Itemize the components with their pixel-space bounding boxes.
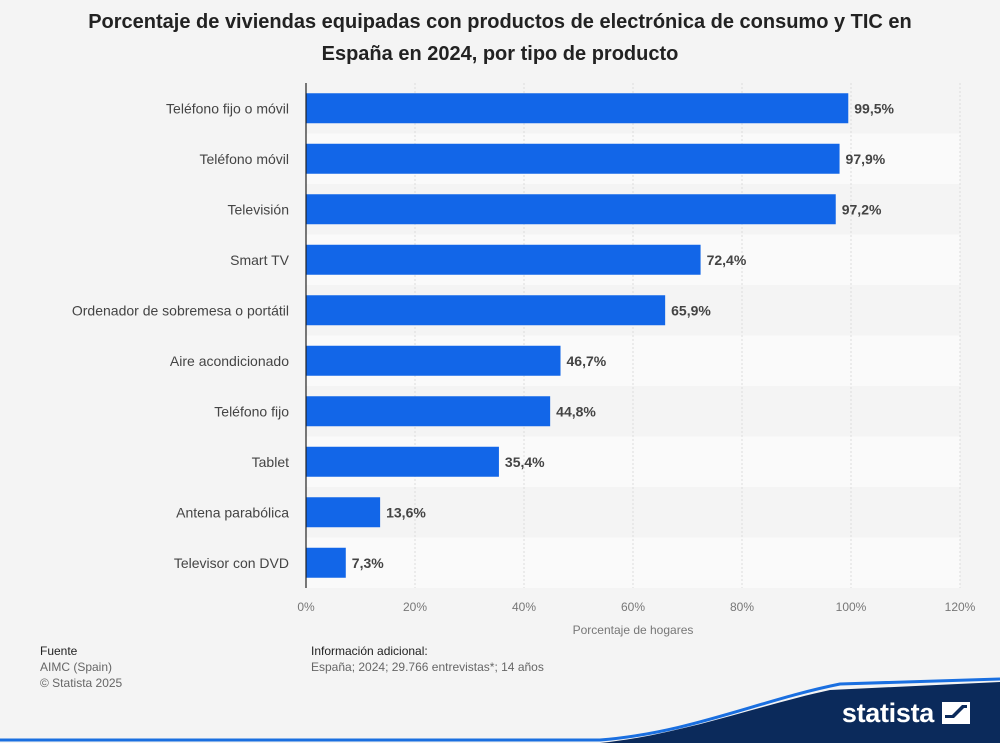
source-line: AIMC (Spain) (40, 660, 113, 674)
bar (306, 143, 840, 174)
data-label: 35,4% (505, 454, 545, 470)
data-label: 72,4% (707, 252, 747, 268)
data-label: 65,9% (671, 302, 711, 318)
statista-logo[interactable]: statista (842, 696, 970, 730)
category-label: Ordenador de sobremesa o portátil (72, 302, 289, 318)
category-label: Smart TV (230, 252, 290, 268)
bar (306, 345, 561, 376)
x-tick-label: 100% (836, 600, 867, 614)
brand-wave (600, 682, 1000, 743)
source-block: Fuente AIMC (Spain) © Statista 2025 (40, 643, 122, 691)
bar (306, 194, 836, 225)
additional-info-block: Información adicional: España; 2024; 29.… (311, 643, 544, 675)
category-label: Tablet (252, 454, 289, 470)
info-heading: Información adicional: (311, 644, 428, 658)
source-heading: Fuente (40, 644, 78, 658)
data-label: 97,2% (842, 201, 882, 217)
bar (306, 295, 666, 326)
data-label: 46,7% (567, 353, 607, 369)
brand-wave-accent (0, 677, 1000, 742)
bar (306, 497, 381, 528)
x-tick-label: 20% (403, 600, 427, 614)
info-text: España; 2024; 29.766 entrevistas*; 14 añ… (311, 660, 544, 674)
data-label: 7,3% (352, 555, 384, 571)
x-tick-label: 120% (945, 600, 976, 614)
x-tick-label: 80% (730, 600, 754, 614)
x-tick-label: 60% (621, 600, 645, 614)
category-label: Aire acondicionado (170, 353, 289, 369)
category-label: Antena parabólica (176, 504, 289, 520)
data-label: 44,8% (556, 403, 596, 419)
category-label: Televisor con DVD (174, 555, 289, 571)
x-axis-title: Porcentaje de hogares (573, 623, 694, 637)
bar (306, 396, 551, 427)
statista-logo-icon (942, 702, 970, 724)
data-label: 13,6% (386, 504, 426, 520)
bar (306, 93, 849, 124)
data-label: 97,9% (846, 151, 886, 167)
bar (306, 446, 499, 477)
x-tick-label: 40% (512, 600, 536, 614)
category-label: Teléfono fijo (214, 403, 289, 419)
category-label: Teléfono móvil (200, 151, 290, 167)
chart-title: Porcentaje de viviendas equipadas con pr… (88, 11, 912, 65)
bar (306, 244, 701, 275)
x-tick-label: 0% (297, 600, 315, 614)
data-label: 99,5% (854, 100, 894, 116)
bar (306, 547, 346, 578)
category-label: Televisión (228, 201, 289, 217)
brand-name: statista (841, 697, 934, 728)
copyright-line: © Statista 2025 (40, 676, 123, 690)
category-label: Teléfono fijo o móvil (166, 100, 289, 116)
